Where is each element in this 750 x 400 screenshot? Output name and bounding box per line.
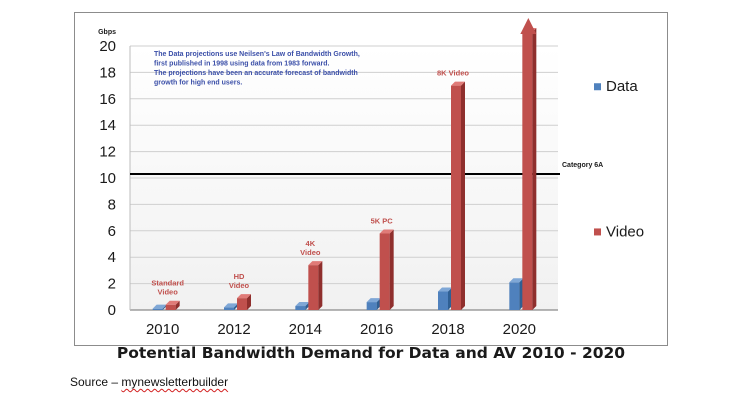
data-bar-front: [295, 306, 306, 310]
source-name: mynewsletterbuilder: [121, 375, 229, 389]
legend-label: Data: [606, 78, 638, 95]
y-axis-unit: Gbps: [98, 29, 116, 36]
x-tick-label: 2010: [146, 321, 179, 338]
y-tick-label: 6: [108, 223, 116, 240]
note-line: growth for high end users.: [154, 80, 242, 87]
y-tick-label: 10: [99, 170, 116, 187]
video-bar: [237, 294, 251, 310]
chart-title: Potential Bandwidth Demand for Data and …: [116, 344, 626, 362]
video-bar-front: [522, 32, 533, 310]
y-tick-label: 8: [108, 196, 116, 213]
video-bar: [451, 81, 465, 310]
video-bar-front: [308, 265, 319, 310]
data-bar-top: [509, 278, 524, 283]
video-bar-side: [532, 28, 537, 310]
x-tick-label: 2016: [360, 321, 393, 338]
video-bar: [308, 261, 323, 310]
y-tick-label: 2: [108, 276, 116, 293]
video-bar-top: [451, 81, 465, 86]
video-bar: [522, 28, 537, 310]
video-annotation: Video: [300, 248, 321, 257]
data-bar: [295, 302, 310, 310]
video-bar-side: [461, 81, 465, 310]
source-prefix: Source –: [70, 375, 122, 389]
video-bar-front: [451, 85, 461, 310]
video-annotation: HD: [234, 272, 245, 281]
x-tick-label: 2020: [503, 321, 536, 338]
data-bar-side: [305, 302, 310, 310]
video-bar-top: [165, 300, 180, 305]
data-bar-front: [366, 302, 377, 310]
video-annotation: 5K PC: [371, 216, 394, 225]
y-tick-label: 0: [108, 302, 116, 319]
video-annotation: 8K Video: [437, 69, 469, 78]
data-bar: [438, 287, 452, 310]
x-tick-label: 2018: [431, 321, 464, 338]
x-tick-label: 2014: [289, 321, 322, 338]
data-bar-front: [438, 291, 448, 310]
video-bar-front: [237, 298, 247, 310]
video-annotation: Video: [229, 281, 250, 290]
video-annotation: Standard: [151, 279, 184, 288]
video-bar-front: [165, 304, 176, 310]
data-bar-top: [438, 287, 452, 292]
note-line: The Data projections use Neilsen's Law o…: [154, 51, 360, 58]
source-line: Source – mynewsletterbuilder: [70, 375, 228, 389]
data-bar: [509, 278, 524, 310]
video-bar-side: [318, 261, 323, 310]
data-bar-front: [152, 308, 163, 310]
data-bar-top: [224, 303, 238, 308]
data-bar: [152, 304, 167, 310]
video-bar: [379, 229, 394, 310]
x-tick-label: 2012: [217, 321, 250, 338]
video-bar-front: [379, 233, 390, 310]
legend-label: Video: [606, 223, 644, 240]
video-bar-side: [175, 300, 180, 310]
data-bar-top: [152, 304, 167, 309]
data-bar-front: [509, 282, 520, 310]
y-tick-label: 16: [99, 91, 116, 108]
y-tick-label: 14: [99, 117, 116, 134]
legend-swatch: [594, 228, 601, 236]
data-bar-top: [366, 298, 381, 303]
video-bar-top: [237, 294, 251, 299]
legend-swatch: [594, 83, 601, 91]
video-bar-top: [379, 229, 394, 234]
note-line: first published in 1998 using data from …: [154, 61, 329, 68]
video-annotation: 4K: [306, 239, 316, 248]
y-tick-label: 20: [99, 38, 116, 55]
video-bar-side: [247, 294, 251, 310]
data-bar-front: [224, 307, 234, 310]
video-bar-top: [308, 261, 323, 266]
video-bar-side: [389, 229, 394, 310]
video-bar: [165, 300, 180, 310]
chart-svg: 02468101214161820Gbps2010StandardVideo20…: [74, 12, 668, 346]
video-arrow-head: [520, 18, 537, 34]
y-tick-label: 4: [108, 249, 116, 266]
data-bar-top: [295, 302, 310, 307]
y-tick-label: 12: [99, 144, 116, 161]
video-annotation: Video: [158, 288, 179, 297]
chart-frame: 0 2 4 6 8 10 12 14 16 18 20 Gbps 2010 Standard Video 20…: [74, 12, 668, 346]
note-line: The projections have been an accurate fo…: [154, 70, 358, 77]
data-bar-side: [162, 304, 167, 310]
reference-line-label: Category 6A: [562, 162, 603, 169]
y-tick-label: 18: [99, 64, 116, 81]
